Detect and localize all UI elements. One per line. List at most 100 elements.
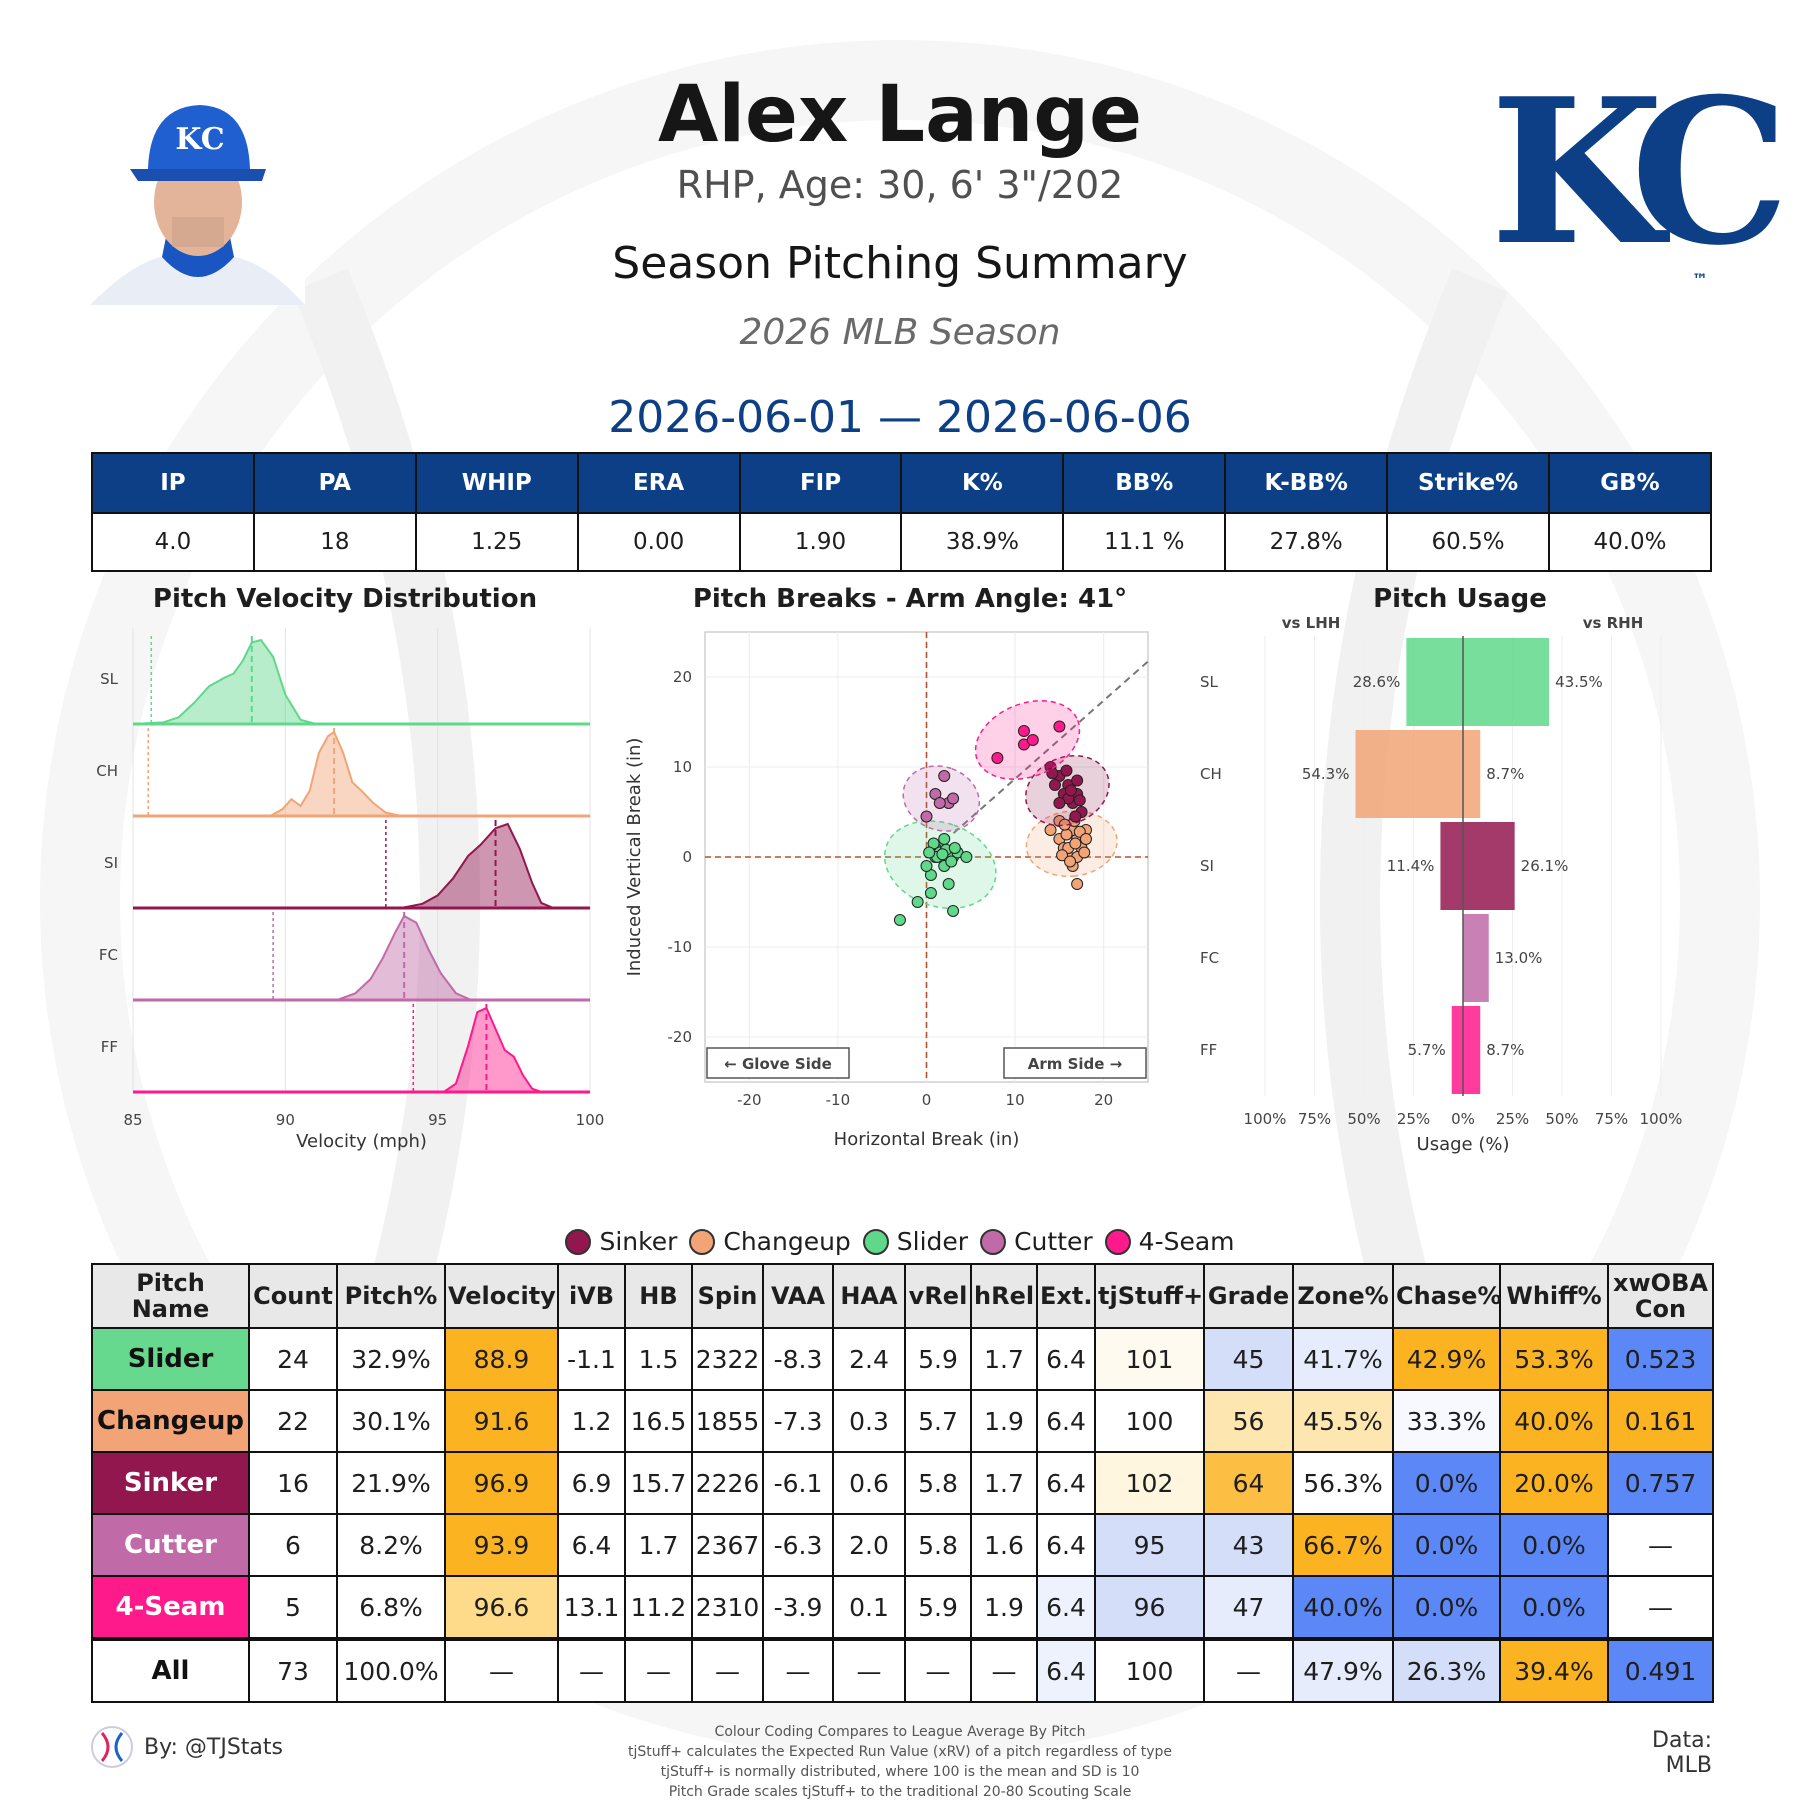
- break-point-SL: [945, 855, 958, 868]
- pitch-table-header: Pitch Name: [91, 1263, 250, 1329]
- velocity-chart-title: Pitch Velocity Distribution: [152, 584, 538, 614]
- stat-header: Strike%: [1386, 452, 1551, 514]
- break-point-SL: [948, 842, 961, 854]
- break-y-tick: 0: [682, 848, 692, 866]
- pitch-table-header: Velocity: [444, 1263, 559, 1329]
- pitch-table-cell: 16.5: [624, 1389, 693, 1453]
- legend-label: Sinker: [599, 1227, 678, 1256]
- pitch-table-cell: -6.1: [762, 1451, 834, 1515]
- velocity-distribution-chart: SL CH SI FC FF 85 90 95 100 Velocity (mph): [96, 628, 604, 1152]
- break-point-SL: [911, 896, 924, 908]
- pitch-table-cell: 0.0%: [1499, 1575, 1609, 1640]
- stat-value: 27.8%: [1224, 512, 1389, 572]
- usage-bar-lhh-SL: [1406, 638, 1463, 726]
- arm-angle-line: [925, 660, 1149, 858]
- pitch-table-cell: 1.6: [970, 1513, 1038, 1577]
- usage-value-rhh: 43.5%: [1555, 673, 1603, 691]
- pitch-table-cell: 32.9%: [336, 1327, 446, 1391]
- pitch-table-cell: 40.0%: [1499, 1389, 1609, 1453]
- pitch-table-cell: 5: [248, 1575, 338, 1640]
- usage-bar-lhh-CH: [1355, 730, 1463, 818]
- arm-side-box: [1003, 1047, 1147, 1079]
- pitch-table-cell: 21.9%: [336, 1451, 446, 1515]
- pitch-table-cell: 101: [1094, 1327, 1205, 1391]
- svg-text:KC: KC: [175, 122, 224, 157]
- usage-rhh-label: vs RHH: [1583, 614, 1644, 632]
- pitch-name-cell: Slider: [91, 1327, 250, 1391]
- usage-bar-lhh-FF: [1451, 1006, 1463, 1094]
- pitch-table-cell: 0.1: [832, 1575, 906, 1640]
- glove-side-label: ← Glove Side: [724, 1055, 832, 1073]
- break-y-tick: 10: [673, 758, 692, 776]
- velocity-x-tick: 85: [123, 1111, 142, 1129]
- break-point-FF: [1017, 725, 1030, 737]
- pitch-table-cell: 100.0%: [336, 1637, 446, 1703]
- pitch-break-chart: -20 -10 0 10 20 20 10 0 -10 -20 Horizontal Break (…: [624, 631, 1149, 1150]
- player-name: Alex Lange: [657, 70, 1143, 160]
- pitch-table-cell: 0.523: [1607, 1327, 1714, 1391]
- velocity-density-CH: [269, 730, 402, 817]
- pitch-table-cell: —: [557, 1637, 626, 1703]
- stat-header: FIP: [738, 452, 903, 514]
- pitch-table-cell: 64: [1203, 1451, 1294, 1515]
- usage-value-lhh: 5.7%: [1408, 1041, 1446, 1059]
- pitch-table-row: Sinker 16 21.9% 96.9 6.9 15.7 2226 -6.1 0.6 5.8 1.…: [91, 1451, 1714, 1515]
- pitch-name-cell: All: [91, 1637, 250, 1703]
- pitch-table-cell: 0.0%: [1499, 1513, 1609, 1577]
- pitch-table-cell: 24: [248, 1327, 338, 1391]
- pitch-table-cell: 1.7: [970, 1327, 1038, 1391]
- velocity-x-tick: 90: [276, 1111, 295, 1129]
- break-point-SI: [1048, 779, 1061, 791]
- team-logo-text: KC: [1490, 55, 1790, 290]
- pitch-table-header: Pitch%: [336, 1263, 446, 1329]
- pitch-table-cell: 96.6: [444, 1575, 559, 1640]
- usage-x-tick: 25%: [1496, 1110, 1529, 1128]
- pitch-table-cell: 1.9: [970, 1389, 1038, 1453]
- pitch-table-cell: -7.3: [762, 1389, 834, 1453]
- pitch-table-cell: 56: [1203, 1389, 1294, 1453]
- pitch-table-cell: —: [1203, 1637, 1294, 1703]
- usage-value-lhh: 11.4%: [1387, 857, 1435, 875]
- pitch-metrics-table: Pitch Name Count Pitch% Velocity iVB HB Spin VA…: [91, 1263, 1714, 1703]
- break-point-SL: [936, 848, 949, 861]
- pitch-table-cell: 33.3%: [1392, 1389, 1501, 1453]
- pitch-table-header: Ext.: [1036, 1263, 1096, 1329]
- legend-swatch: [1104, 1228, 1131, 1255]
- legend-swatch: [689, 1228, 716, 1255]
- season-stats-table: IP PA WHIP ERA FIP K% BB% K-BB% Strike% GB% 4.0 18…: [91, 452, 1712, 572]
- break-point-SL: [920, 860, 933, 872]
- velocity-density-FF: [440, 1006, 542, 1093]
- pitch-table-cell: 8.2%: [336, 1513, 446, 1577]
- pitch-table-cell: 39.4%: [1499, 1637, 1609, 1703]
- legend-label: 4-Seam: [1138, 1227, 1235, 1256]
- pitch-table-row: All 73 100.0% — — — — — — — —6.4 100—47.9% 26.3% 39.4…: [91, 1637, 1714, 1703]
- footer-credit: By: @TJStats: [90, 1725, 283, 1769]
- pitch-table-cell: 6.4: [1036, 1389, 1096, 1453]
- pitch-table-cell: 100: [1094, 1637, 1205, 1703]
- break-point-SL: [942, 878, 955, 890]
- stats-value-row: 4.0 18 1.25 0.00 1.90 38.9% 11.1 % 27.8% 60.5% 40…: [91, 512, 1712, 572]
- pitch-table-cell: -8.3: [762, 1327, 834, 1391]
- stat-value: 0.00: [576, 512, 741, 572]
- pitch-table-cell: 1.5: [624, 1327, 693, 1391]
- break-point-SI: [1073, 794, 1086, 807]
- stat-header: PA: [252, 452, 417, 514]
- stat-value: 11.1 %: [1062, 512, 1227, 572]
- pitch-table-cell: 41.7%: [1292, 1327, 1394, 1391]
- break-point-SL: [893, 914, 906, 926]
- stat-header: GB%: [1548, 452, 1712, 514]
- velocity-row-label: SI: [104, 854, 118, 872]
- break-point-CH: [1079, 833, 1092, 845]
- pitch-table-header: tjStuff+: [1094, 1263, 1205, 1329]
- stat-header: WHIP: [414, 452, 579, 514]
- stat-header: K-BB%: [1224, 452, 1389, 514]
- footer-note: Pitch Grade scales tjStuff+ to the tradi…: [668, 1784, 1132, 1800]
- pitch-table-cell: 2.0: [832, 1513, 906, 1577]
- legend-item: Changeup: [689, 1227, 851, 1256]
- break-point-FC: [933, 797, 946, 809]
- break-point-FC: [947, 792, 960, 805]
- legend-item: Slider: [862, 1227, 968, 1256]
- usage-bar-rhh-FF: [1463, 1006, 1481, 1094]
- pitch-table-cell: 93.9: [444, 1513, 559, 1577]
- pitch-usage-chart: vs LHH vs RHH SL 28.6% 43.5% CH 54.3% 8.7% SI 11.…: [1200, 614, 1682, 1155]
